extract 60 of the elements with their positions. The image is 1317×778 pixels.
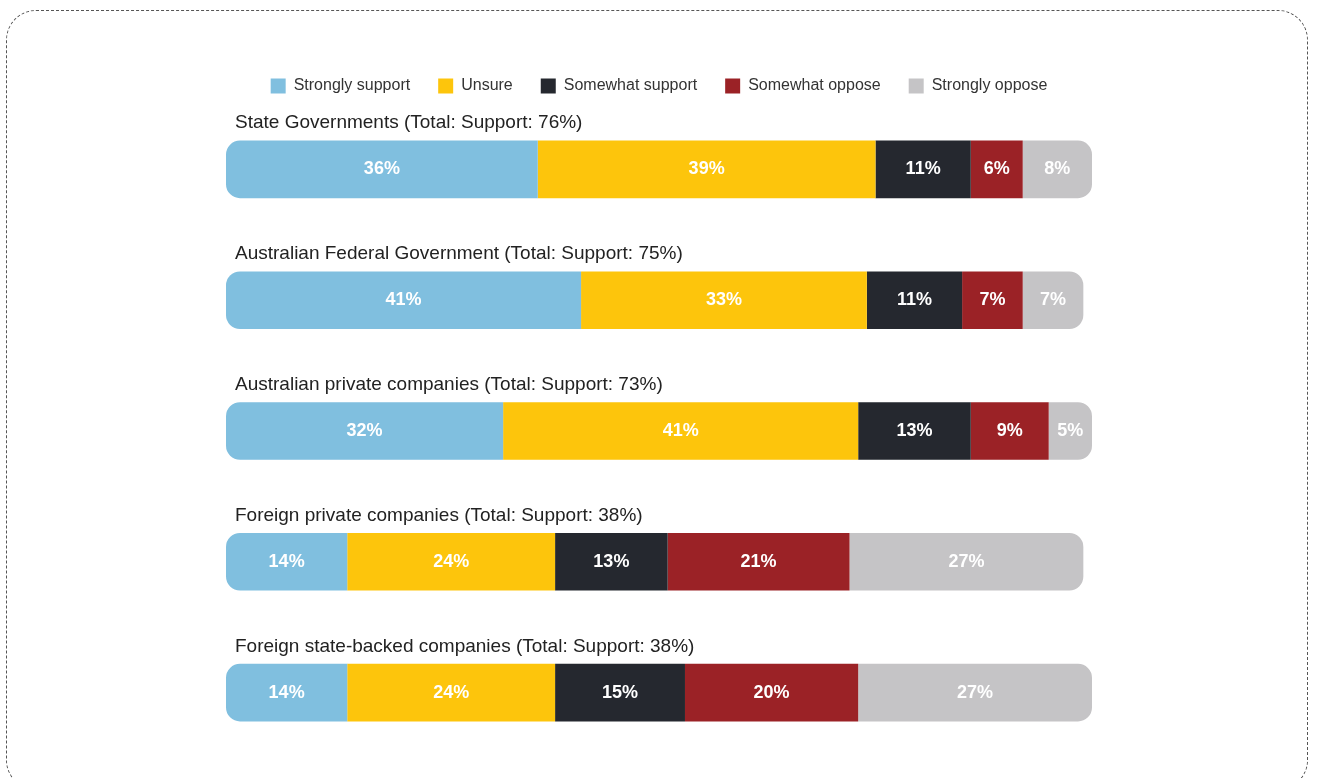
- legend-label: Somewhat oppose: [748, 76, 881, 94]
- bar: [503, 402, 859, 460]
- data-label: 11%: [896, 289, 932, 310]
- bar: [1022, 140, 1092, 199]
- bar: [849, 533, 1084, 591]
- y-tick-label: Foreign private companies (Total: Support: 38%): [235, 503, 643, 525]
- data-label: 6%: [983, 158, 1010, 179]
- bar: [226, 402, 504, 460]
- legend-label: Strongly support: [293, 76, 411, 94]
- y-tick-label: Foreign state-backed companies (Total: Support: 38%): [235, 634, 695, 656]
- bar: [347, 663, 556, 722]
- bar: [555, 663, 685, 722]
- data-label: 21%: [740, 550, 777, 571]
- data-label: 14%: [268, 550, 305, 571]
- bar: [667, 533, 850, 591]
- data-label: 36%: [363, 158, 400, 179]
- data-label: 20%: [753, 681, 790, 702]
- bar: [866, 271, 963, 329]
- data-label: 13%: [593, 550, 630, 571]
- bar: [1022, 271, 1084, 329]
- bar: [581, 271, 867, 329]
- data-label: 7%: [1040, 289, 1067, 310]
- y-tick-label: Australian private companies (Total: Support: 73%): [235, 372, 663, 394]
- bar: [537, 140, 876, 199]
- data-label: 24%: [433, 550, 470, 571]
- bar: [858, 402, 971, 460]
- legend-label: Somewhat support: [563, 76, 698, 94]
- data-label: 5%: [1057, 419, 1084, 440]
- data-label: 8%: [1044, 158, 1071, 179]
- bar: [226, 140, 538, 199]
- bar: [226, 663, 348, 722]
- data-label: 9%: [996, 419, 1023, 440]
- bar: [1048, 402, 1092, 460]
- data-label: 7%: [979, 289, 1006, 310]
- data-label: 24%: [433, 681, 470, 702]
- data-label: 41%: [662, 419, 699, 440]
- data-label: 32%: [346, 419, 383, 440]
- bar: [684, 663, 859, 722]
- bar: [962, 271, 1023, 329]
- data-label: 27%: [948, 550, 985, 571]
- legend-label: Strongly oppose: [931, 76, 1048, 94]
- data-label: 15%: [602, 681, 639, 702]
- data-label: 13%: [896, 419, 933, 440]
- data-label: 41%: [385, 289, 422, 310]
- bar: [858, 663, 1092, 722]
- bar: [226, 271, 582, 329]
- legend-label: Unsure: [461, 76, 513, 94]
- bar: [875, 140, 971, 199]
- data-label: 39%: [688, 158, 725, 179]
- y-tick-label: State Governments (Total: Support: 76%): [235, 111, 583, 133]
- bar: [347, 533, 556, 591]
- bar: [970, 140, 1023, 199]
- bar: [226, 533, 348, 591]
- y-tick-label: Australian Federal Government (Total: Support: 75%): [235, 242, 683, 264]
- bar: [970, 402, 1049, 460]
- data-label: 11%: [905, 158, 941, 179]
- bar: [555, 533, 668, 591]
- data-label: 33%: [705, 289, 742, 310]
- data-label: 14%: [268, 681, 305, 702]
- data-label: 27%: [957, 681, 994, 702]
